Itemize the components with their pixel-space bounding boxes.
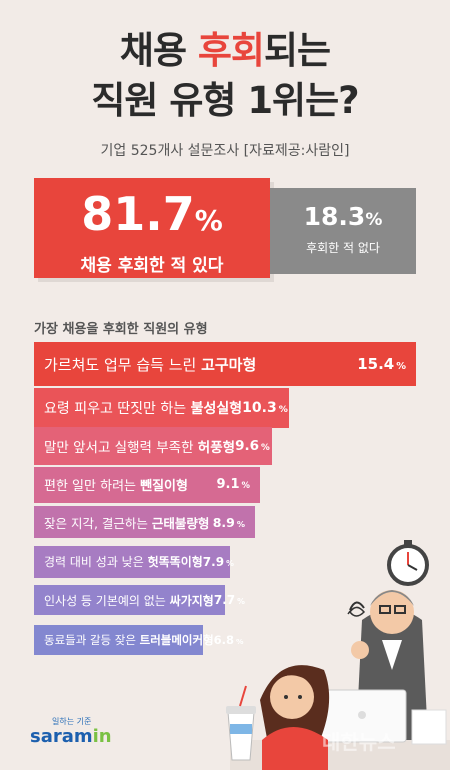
bar-value-label: 15.4% xyxy=(357,355,406,373)
clock-icon xyxy=(387,540,429,586)
bar-value-label: 7.7% xyxy=(213,593,245,607)
bar-value-label: 6.8% xyxy=(213,632,244,647)
bar-value-label: 7.9% xyxy=(202,554,234,569)
drink-cup-icon xyxy=(226,685,256,761)
title-line-1: 채용 후회되는 xyxy=(119,29,331,72)
bar-label: 가르쳐도 업무 습득 느린 고구마형 xyxy=(44,355,257,374)
regret-percent: 81.7% xyxy=(81,187,223,241)
bar-label: 동료들과 갈등 잦은 트러블메이커형 xyxy=(44,632,214,647)
title-accent: 후회 xyxy=(197,29,265,72)
bar-6: 경력 대비 성과 낮은 헛똑똑이형 7.9% xyxy=(34,545,234,578)
bar-value-label: 9.1% xyxy=(216,477,251,492)
frustration-scribble xyxy=(347,606,366,617)
laptop-icon xyxy=(317,689,407,743)
bar-value-label: 10.3% xyxy=(242,399,288,416)
bar-5: 잦은 지각, 결근하는 근태불량형 8.9% xyxy=(34,506,255,538)
no-regret-percent: 18.3% xyxy=(303,202,383,231)
regret-label: 채용 후회한 적 있다 xyxy=(80,256,224,276)
bar-label: 경력 대비 성과 낮은 헛똑똑이형 xyxy=(44,555,203,569)
logo-wordmark: saramin xyxy=(30,726,112,747)
bar-2: 요령 피우고 딴짓만 하는 불성실형 10.3% xyxy=(34,387,289,428)
watermark: 대한뉴스 xyxy=(322,730,396,754)
subtitle: 기업 525개사 설문조사 [자료제공:사람인] xyxy=(100,143,350,159)
bar-4: 편한 일만 하려는 뺀질이형 9.1% xyxy=(34,466,260,503)
bar-label: 편한 일만 하려는 뺀질이형 xyxy=(44,479,188,494)
saramin-logo: 일하는 기준 saramin xyxy=(30,716,112,747)
employee-figure-icon xyxy=(260,665,330,770)
bar-label: 요령 피우고 딴짓만 하는 불성실형 xyxy=(44,400,243,417)
bar-label: 잦은 지각, 결근하는 근태불량형 xyxy=(44,515,210,531)
regret-summary-box: 81.7% 채용 후회한 적 있다 xyxy=(34,178,270,278)
bar-label: 인사성 등 기본예의 없는 싸가지형 xyxy=(44,593,214,608)
no-regret-summary-box: 18.3% 후회한 적 없다 xyxy=(270,188,416,274)
bar-8: 동료들과 갈등 잦은 트러블메이커형 6.8% xyxy=(34,624,244,655)
bar-7: 인사성 등 기본예의 없는 싸가지형 7.7% xyxy=(34,585,245,615)
bar-label: 말만 앞서고 실행력 부족한 허풍형 xyxy=(44,440,236,456)
section-label: 가장 채용을 후회한 직원의 유형 xyxy=(34,322,208,337)
bar-value-label: 9.6% xyxy=(235,438,270,454)
title-line-2: 직원 유형 1위는? xyxy=(91,79,359,122)
bar-3: 말만 앞서고 실행력 부족한 허풍형 9.6% xyxy=(34,427,272,465)
no-regret-label: 후회한 적 없다 xyxy=(306,241,380,255)
bar-value-label: 8.9% xyxy=(212,514,245,530)
bar-1: 가르쳐도 업무 습득 느린 고구마형 15.4% xyxy=(34,342,416,386)
logo-tagline: 일하는 기준 xyxy=(52,717,92,726)
paper-stack xyxy=(411,709,447,745)
